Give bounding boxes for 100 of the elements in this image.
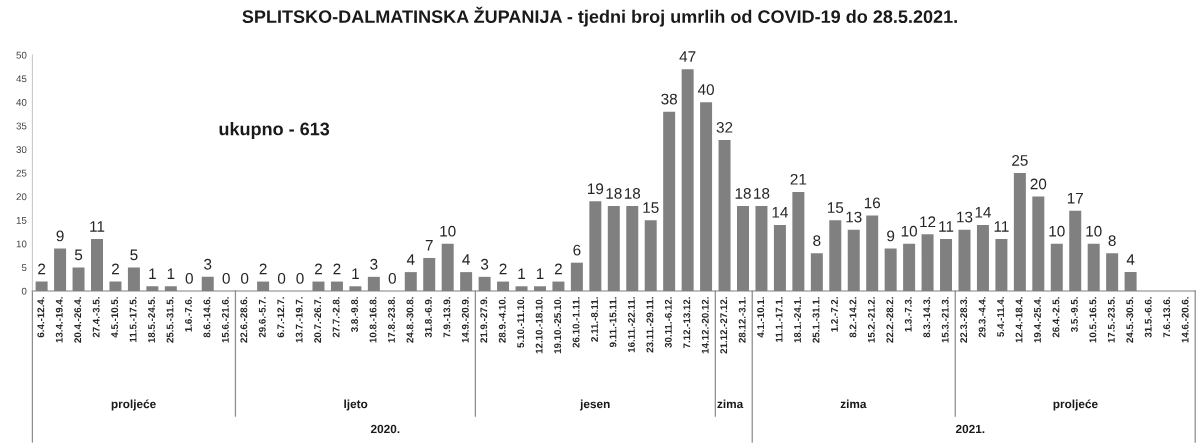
x-tick-label: 4.5.-10.5. bbox=[111, 297, 119, 338]
x-tick-label: 27.7.-2.8. bbox=[332, 297, 340, 338]
x-tick-label: 8.6.-14.6. bbox=[203, 297, 211, 338]
data-label: 0 bbox=[222, 273, 230, 284]
data-label: 17 bbox=[1067, 192, 1083, 204]
x-tick-label: 10.5.-16.5. bbox=[1089, 297, 1097, 343]
x-tick-label: 29.3.-4.4. bbox=[978, 297, 986, 338]
x-tick-label: 3.5.-9.5. bbox=[1070, 297, 1078, 332]
x-tick-label: 28.12.-3.1. bbox=[738, 297, 746, 343]
y-tick-label: 25 bbox=[16, 169, 27, 177]
data-label: 15 bbox=[643, 202, 659, 214]
x-tick-label: 8.2.-14.2. bbox=[849, 297, 857, 338]
chart-title: SPLITSKO-DALMATINSKA ŽUPANIJA - tjedni broj umrlih od COVID-19 do 28.5.2021. bbox=[242, 6, 957, 27]
y-tick-label: 5 bbox=[21, 264, 27, 272]
data-label: 3 bbox=[370, 258, 378, 270]
data-label: 2 bbox=[315, 263, 322, 275]
x-tick-label: 24.8.-30.8. bbox=[406, 297, 414, 343]
data-label: 10 bbox=[1086, 225, 1102, 237]
data-label: 10 bbox=[901, 225, 918, 237]
x-tick-label: 22.2.-28.2. bbox=[886, 297, 894, 343]
x-tick-label: 22.6.-28.6. bbox=[240, 297, 248, 343]
x-tick-label: 26.4.-2.5. bbox=[1052, 297, 1060, 338]
data-label: 1 bbox=[167, 268, 175, 279]
x-tick-label: 11.5.-17.5. bbox=[129, 297, 137, 342]
data-label: 0 bbox=[241, 273, 249, 284]
x-tick-label: 23.11.-29.11. bbox=[646, 297, 654, 353]
data-label: 9 bbox=[56, 230, 64, 242]
data-label: 32 bbox=[716, 121, 733, 133]
data-label: 16 bbox=[864, 197, 881, 209]
x-tick-label: 20.4.-26.4. bbox=[74, 297, 82, 343]
data-label: 47 bbox=[679, 51, 696, 62]
x-tick-label: 12.4.-18.4. bbox=[1015, 297, 1023, 343]
data-label: 0 bbox=[185, 273, 193, 284]
data-label: 6 bbox=[573, 244, 581, 256]
data-label: 8 bbox=[1108, 235, 1116, 247]
x-tick-label: 13.4.-19.4. bbox=[55, 297, 63, 343]
text: zima bbox=[717, 399, 744, 409]
data-label: 4 bbox=[406, 254, 415, 265]
x-tick-label: 18.5.-24.5. bbox=[148, 297, 155, 343]
data-label: 18 bbox=[735, 188, 751, 199]
y-tick-label: 15 bbox=[16, 217, 27, 224]
data-label: 18 bbox=[624, 188, 641, 199]
data-label: 11 bbox=[994, 221, 1009, 232]
x-tick-label: 27.4.-3.5. bbox=[92, 297, 100, 338]
data-label: 1 bbox=[352, 268, 359, 279]
x-tick-label: 1.6.-7.6. bbox=[185, 297, 192, 332]
data-label: 1 bbox=[518, 268, 526, 279]
x-tick-label: 5.10.-11.10. bbox=[517, 297, 525, 348]
annotation: ukupno - 613 bbox=[219, 122, 330, 139]
data-label: 8 bbox=[813, 235, 821, 247]
x-tick-label: 5.4.-11.4. bbox=[997, 297, 1005, 337]
x-tick-label: 7.12.-13.12. bbox=[683, 297, 691, 349]
data-label: 1 bbox=[536, 268, 544, 279]
x-tick-label: 22.3.-28.3. bbox=[960, 297, 968, 343]
x-tick-label: 2.11.-8.11. bbox=[591, 297, 598, 342]
x-tick-label: 6.7.-12.7. bbox=[277, 297, 285, 338]
data-label: 13 bbox=[846, 211, 862, 223]
x-tick-label: 20.7.-26.7. bbox=[314, 297, 322, 343]
text: proljeće bbox=[111, 399, 156, 411]
x-tick-label: 26.10.-1.11. bbox=[572, 297, 580, 348]
text: jesen bbox=[579, 399, 610, 411]
data-label: 5 bbox=[74, 249, 83, 261]
data-label: 13 bbox=[957, 211, 973, 223]
x-tick-label: 16.11.-22.11. bbox=[627, 297, 635, 353]
data-label: 18 bbox=[754, 188, 770, 199]
data-label: 11 bbox=[939, 221, 954, 232]
data-label: 2 bbox=[333, 263, 341, 275]
data-label: 0 bbox=[277, 273, 286, 284]
data-label: 20 bbox=[1030, 178, 1047, 190]
x-tick-label: 31.8.-6.9. bbox=[424, 297, 432, 338]
x-tick-label: 9.11.-15.11. bbox=[609, 297, 617, 348]
text: 2021. bbox=[955, 424, 985, 434]
data-label: 3 bbox=[480, 258, 489, 270]
data-label: 7 bbox=[425, 240, 433, 251]
x-tick-label: 29.6.-5.7. bbox=[258, 297, 266, 338]
data-label: 21 bbox=[790, 173, 807, 185]
data-label: 10 bbox=[1049, 225, 1065, 237]
y-tick-label: 40 bbox=[16, 98, 27, 106]
x-tick-label: 17.8.-23.8. bbox=[388, 297, 395, 343]
text: ljeto bbox=[344, 399, 368, 411]
data-label: 19 bbox=[588, 183, 604, 195]
y-tick-label: 30 bbox=[16, 146, 27, 154]
data-label: 2 bbox=[499, 263, 507, 275]
y-tick-label: 45 bbox=[16, 75, 27, 83]
x-tick-label: 12.10.-18.10. bbox=[535, 297, 543, 354]
x-tick-label: 25.5.-31.5. bbox=[166, 297, 174, 343]
data-label: 14 bbox=[772, 207, 788, 218]
y-tick-label: 35 bbox=[16, 122, 27, 130]
x-tick-label: 10.8.-16.8. bbox=[369, 297, 377, 343]
x-tick-label: 21.12.-27.12. bbox=[720, 297, 728, 354]
x-tick-label: 15.2.-21.2. bbox=[867, 297, 875, 343]
data-label: 38 bbox=[661, 93, 677, 105]
x-tick-label: 8.3.-14.3. bbox=[923, 297, 931, 338]
x-tick-label: 7.9.-13.9. bbox=[443, 297, 451, 338]
x-tick-label: 13.7.-19.7. bbox=[295, 297, 303, 343]
data-label: 40 bbox=[697, 84, 714, 96]
x-tick-label: 14.12.-20.12. bbox=[701, 297, 709, 354]
x-tick-label: 7.6.-13.6. bbox=[1163, 297, 1171, 338]
x-tick-label: 19.4.-25.4. bbox=[1034, 297, 1041, 343]
data-label: 2 bbox=[259, 263, 267, 275]
